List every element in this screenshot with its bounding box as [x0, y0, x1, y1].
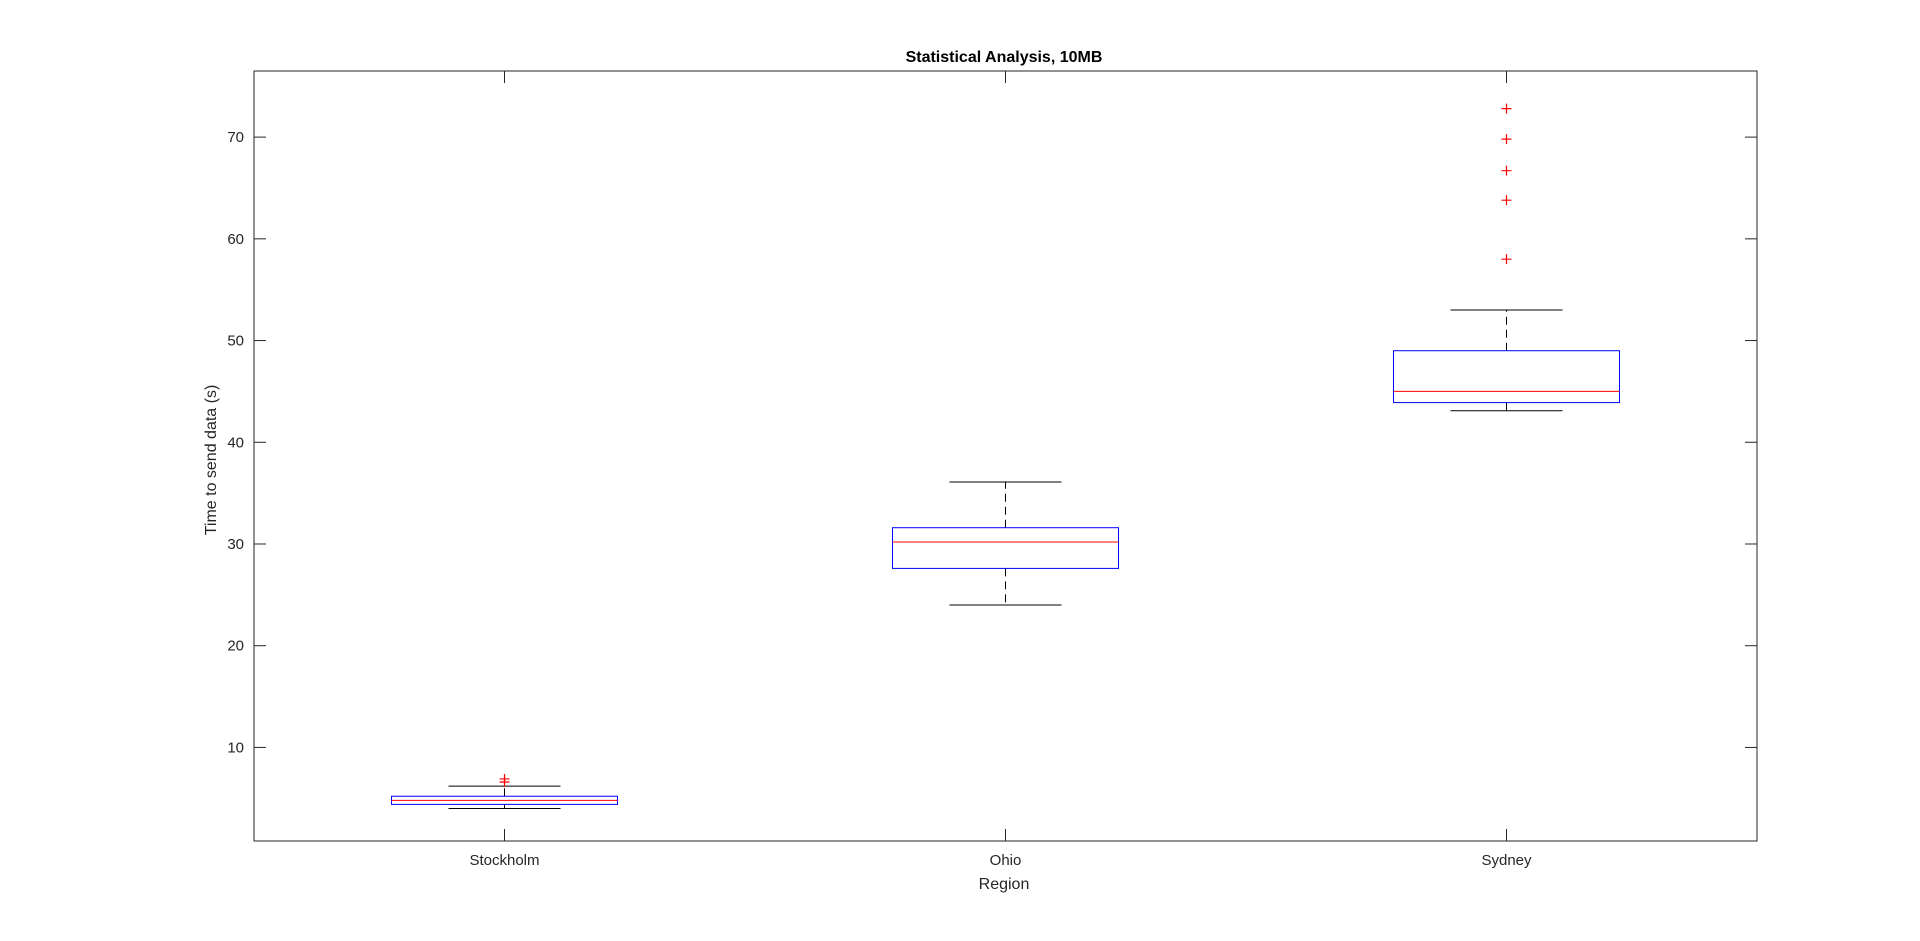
- y-tick-label: 50: [227, 333, 244, 350]
- y-tick-label: 10: [227, 739, 244, 756]
- y-tick-label: 20: [227, 638, 244, 655]
- outlier-marker: [1501, 254, 1512, 265]
- axes-frame: [253, 70, 1758, 842]
- outlier-marker: [1501, 134, 1512, 145]
- x-tick-label: Ohio: [990, 852, 1022, 869]
- y-tick-label: 40: [227, 434, 244, 451]
- chart-title: Statistical Analysis, 10MB: [906, 49, 1103, 66]
- y-tick-label: 70: [227, 129, 244, 146]
- y-tick-label: 30: [227, 536, 244, 553]
- outlier-marker: [1501, 195, 1512, 206]
- outlier-marker: [499, 773, 510, 784]
- y-axis-label: Time to send data (s): [203, 385, 220, 536]
- box-iqr: [1393, 350, 1620, 404]
- box-iqr: [892, 527, 1119, 569]
- x-axis-label: Region: [979, 876, 1030, 893]
- plot-area: 10 20 30 40 50 60 70 Stockholm Ohio Sydney: [227, 70, 1758, 869]
- x-tick-label: Sydney: [1481, 852, 1532, 869]
- outlier-marker: [1501, 165, 1512, 176]
- y-tick-label: 60: [227, 231, 244, 248]
- outlier-marker: [1501, 103, 1512, 114]
- x-tick-label: Stockholm: [469, 852, 539, 869]
